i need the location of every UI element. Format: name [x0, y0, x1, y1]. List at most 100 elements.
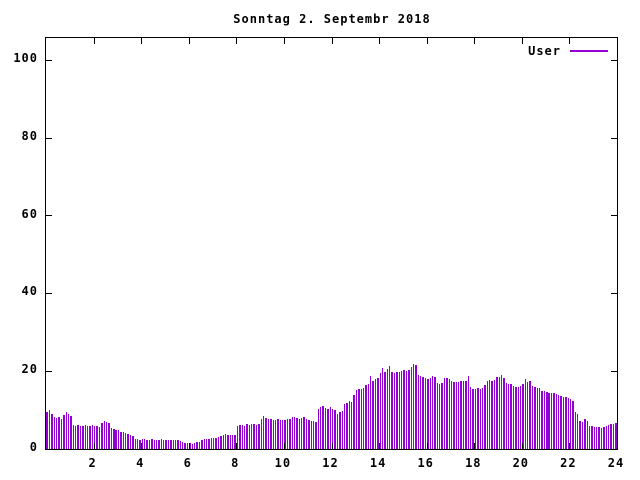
impulse-bar — [489, 380, 491, 449]
impulse-bar — [98, 427, 101, 449]
impulse-bar — [434, 377, 436, 449]
impulse-bar — [410, 367, 412, 449]
impulse-bar — [56, 418, 58, 449]
impulse-bar — [508, 383, 510, 449]
impulse-bar — [596, 427, 598, 449]
impulse-bar — [141, 438, 144, 449]
impulse-bar — [239, 425, 241, 449]
impulse-bar — [158, 440, 160, 449]
impulse-bar — [543, 391, 546, 449]
x-tick-top — [521, 38, 523, 44]
impulse-bar — [117, 430, 120, 449]
impulse-bar — [91, 425, 94, 449]
x-tick-label: 2 — [88, 456, 97, 470]
impulse-bar — [610, 424, 612, 449]
x-tick-label: 20 — [512, 456, 530, 470]
x-tick-bottom — [93, 443, 95, 449]
impulse-bar — [291, 417, 293, 449]
y-tick-right — [611, 59, 617, 61]
y-tick-left — [46, 449, 52, 450]
impulse-bar — [512, 385, 515, 449]
impulse-bar — [491, 380, 493, 449]
impulse-bar — [113, 428, 115, 449]
impulse-bar — [381, 367, 384, 449]
impulse-bar — [144, 439, 146, 449]
y-tick-left — [46, 215, 52, 217]
impulse-bar — [94, 426, 96, 449]
impulse-bar — [607, 424, 610, 449]
impulse-bar — [198, 441, 201, 449]
impulse-bar — [527, 382, 529, 449]
x-tick-bottom — [141, 443, 143, 449]
impulse-bar — [389, 366, 391, 449]
impulse-bar — [367, 383, 370, 449]
impulse-bar — [443, 377, 446, 449]
impulse-bar — [279, 419, 282, 449]
impulse-bar — [58, 416, 60, 449]
impulse-bar — [315, 422, 317, 449]
impulse-bar — [424, 378, 427, 449]
y-tick-right — [611, 293, 617, 295]
impulse-bar — [165, 440, 167, 449]
impulse-bar — [232, 435, 234, 449]
impulse-bar — [310, 420, 312, 449]
impulse-bar — [519, 386, 522, 449]
impulse-bar — [167, 440, 170, 449]
impulse-bar — [538, 387, 541, 449]
x-tick-top — [331, 38, 333, 44]
impulse-bar — [270, 419, 272, 449]
x-tick-top — [283, 38, 285, 44]
impulse-bar — [422, 377, 424, 449]
impulse-bar — [603, 427, 605, 449]
impulse-bar — [555, 394, 558, 449]
impulse-bar — [67, 413, 70, 449]
impulse-bar — [51, 414, 53, 449]
impulse-bar — [72, 424, 75, 449]
impulse-bar — [467, 375, 469, 449]
impulse-bar — [446, 378, 448, 449]
y-tick-right — [611, 371, 617, 373]
chart-title: Sonntag 2. Septembr 2018 — [233, 12, 431, 26]
x-tick-label: 8 — [231, 456, 240, 470]
impulse-bar — [163, 439, 165, 449]
impulse-bar — [153, 439, 155, 449]
impulse-bar — [210, 438, 213, 449]
impulse-bar — [236, 426, 239, 449]
impulse-bar — [600, 427, 603, 449]
x-tick-label: 6 — [183, 456, 192, 470]
impulse-bar — [517, 387, 519, 449]
impulse-bar — [334, 410, 336, 449]
impulse-bar — [531, 385, 534, 449]
impulse-bar — [215, 437, 217, 449]
impulse-bar — [505, 382, 508, 449]
y-tick-label: 80 — [21, 128, 38, 143]
impulse-bar — [305, 419, 308, 449]
impulse-bar — [408, 369, 410, 449]
impulse-bar — [484, 384, 486, 449]
impulse-bar — [146, 439, 148, 449]
impulse-bar — [536, 387, 538, 449]
impulse-bar — [136, 439, 139, 449]
impulse-bar — [217, 437, 220, 449]
impulse-bar — [241, 424, 243, 449]
impulse-bar — [524, 379, 527, 449]
impulse-bar — [196, 442, 198, 449]
impulse-bar — [396, 371, 398, 449]
impulse-bar — [365, 384, 367, 449]
impulse-bar — [522, 383, 524, 449]
impulse-bar — [229, 435, 232, 449]
y-tick-label: 40 — [21, 284, 38, 299]
x-tick-top — [236, 38, 238, 44]
impulse-bar — [351, 402, 353, 449]
impulse-bar — [510, 384, 512, 449]
x-tick-top — [617, 38, 618, 44]
impulse-bar — [379, 373, 381, 449]
impulse-bar — [220, 435, 222, 449]
impulse-bar — [120, 431, 122, 449]
impulse-bar — [581, 421, 584, 449]
impulse-bar — [129, 435, 132, 449]
impulse-bar — [265, 418, 267, 449]
impulse-bar — [243, 425, 246, 449]
impulse-bar — [412, 363, 415, 449]
impulse-bar — [324, 408, 327, 449]
